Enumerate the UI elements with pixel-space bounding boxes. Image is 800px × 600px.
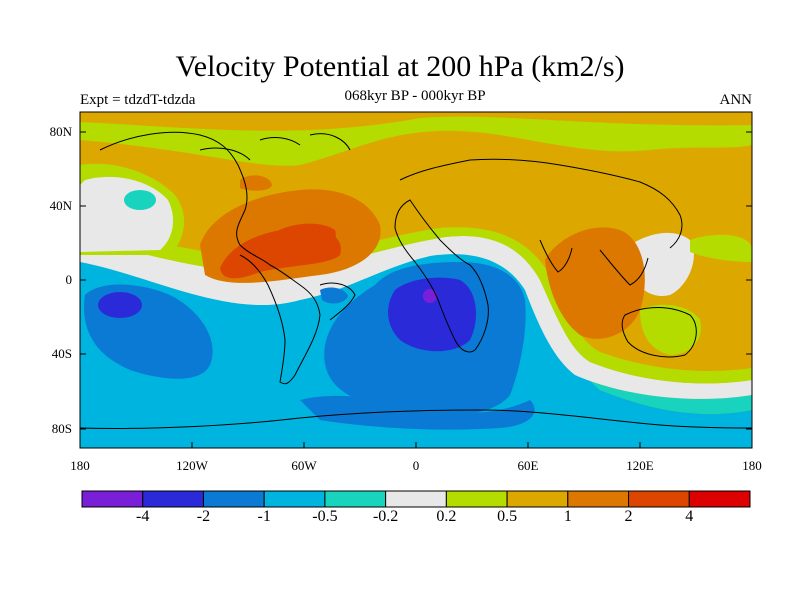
colorbar-box [202, 490, 265, 508]
season-label: ANN [719, 92, 753, 108]
lat-label-0: 0 [65, 272, 73, 287]
colorbar-tick-label: -0.2 [372, 508, 399, 525]
lon-label-180w: 180 [70, 458, 90, 473]
lat-label-40n: 40N [49, 198, 72, 213]
east-lime [690, 234, 752, 262]
arctic-islands [199, 133, 351, 161]
atlantic-core-2 [270, 223, 336, 250]
colorbar-box [142, 490, 204, 508]
colorbar-tick-label: 0.5 [497, 508, 518, 525]
colorbar-tick-label: -0.5 [312, 508, 338, 525]
sa-blue-spot [320, 287, 348, 304]
brazil-coast [319, 282, 356, 321]
map-title: Velocity Potential at 200 hPa (km2/s) [175, 50, 625, 83]
experiment-label: Expt = tdzdT-tdzda [80, 92, 196, 108]
colorbar-box [81, 490, 144, 508]
pacific-core [98, 292, 142, 318]
nw-spot [240, 175, 272, 191]
lat-ticks [80, 131, 752, 430]
colorbar-box [567, 490, 630, 508]
colorbar-box [688, 490, 751, 508]
lon-label-60e: 60E [517, 458, 539, 473]
lat-label-80n: 80N [49, 124, 72, 139]
african-core [388, 277, 476, 352]
colorbar-tick-label: -1 [257, 508, 271, 525]
contour-fill-layer [80, 112, 752, 448]
lat-label-80s: 80S [51, 421, 72, 436]
colorbar-box [445, 490, 508, 508]
colorbar [81, 490, 751, 508]
colorbar-tick-label: 1 [563, 508, 572, 525]
lon-label-120e: 120E [626, 458, 654, 473]
se-asia-coast [599, 249, 649, 286]
time-range-label: 068kyr BP - 000kyr BP [344, 88, 486, 104]
colorbar-box [628, 490, 690, 508]
eurasia-coast [399, 158, 683, 249]
southern-blue [300, 395, 535, 430]
colorbar-box [385, 490, 447, 508]
australia-lime [640, 304, 701, 355]
colorbar-tick-label: 0.2 [436, 508, 457, 525]
east-gray [630, 232, 694, 296]
colorbar-box [324, 490, 387, 508]
americas-coast [99, 131, 321, 385]
lon-label-180e: 180 [742, 458, 762, 473]
colorbar-tick-label: 4 [685, 508, 694, 525]
african-peak [423, 289, 437, 303]
india-coast [539, 239, 573, 273]
coastlines [80, 131, 752, 429]
lat-label-40s: 40S [51, 346, 72, 361]
lon-label-0: 0 [412, 458, 420, 473]
lon-label-60w: 60W [291, 458, 317, 473]
pacific-teal-spot [124, 190, 156, 210]
colorbar-tick-label: 2 [624, 508, 633, 525]
antarctica-coast [80, 409, 752, 429]
lon-ticks [79, 442, 753, 448]
colorbar-tick-label: -2 [196, 508, 211, 525]
colorbar-box [263, 490, 326, 508]
africa-coast [394, 199, 489, 353]
lon-label-120w: 120W [176, 458, 208, 473]
colorbar-tick-label: -4 [136, 508, 150, 525]
australia-coast [621, 307, 697, 358]
colorbar-box [506, 490, 569, 508]
northern-orange [80, 112, 752, 131]
